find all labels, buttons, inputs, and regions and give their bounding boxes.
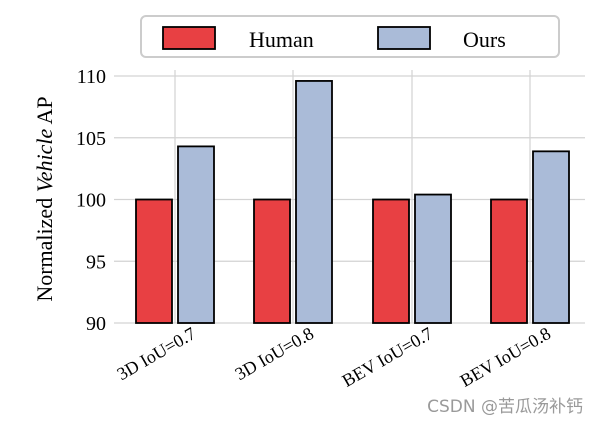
x-tick-label: 3D IoU=0.7 (114, 323, 199, 384)
y-axis-label: Normalized Vehicle AP (32, 96, 57, 301)
watermark: CSDN @苦瓜汤补钙 (427, 397, 583, 417)
legend-label-ours: Ours (463, 27, 506, 52)
legend-swatch-human (162, 26, 216, 50)
y-tick-label: 105 (76, 128, 106, 150)
bar-ours-4 (532, 150, 570, 324)
bar-human-1 (135, 198, 173, 324)
legend-swatch-ours (377, 26, 431, 50)
legend-frame (140, 15, 560, 58)
legend: Human Ours (140, 15, 560, 58)
bar-human-4 (490, 198, 528, 324)
y-axis-label-italic: Vehicle (32, 129, 57, 193)
x-axis: 3D IoU=0.7 3D IoU=0.8 BEV IoU=0.7 BEV IoU=0… (114, 323, 554, 391)
y-axis: 90 95 100 105 110 (76, 66, 106, 335)
y-tick-label: 100 (76, 190, 106, 212)
y-axis-label-prefix: Normalized (32, 192, 57, 301)
legend-label-human: Human (249, 27, 314, 52)
y-tick-label: 110 (77, 66, 106, 88)
bar-human-3 (372, 198, 410, 324)
bar-ours-1 (177, 145, 215, 324)
x-tick-label: 3D IoU=0.8 (232, 323, 317, 384)
y-tick-label: 95 (86, 251, 106, 273)
bar-ours-2 (295, 80, 333, 324)
x-tick-label: BEV IoU=0.7 (339, 323, 436, 391)
x-tick-label: BEV IoU=0.8 (457, 323, 554, 391)
bar-human-2 (253, 198, 291, 324)
bars (135, 80, 570, 324)
bar-ours-3 (414, 193, 452, 324)
y-axis-label-suffix: AP (32, 96, 57, 128)
y-tick-label: 90 (86, 313, 106, 335)
